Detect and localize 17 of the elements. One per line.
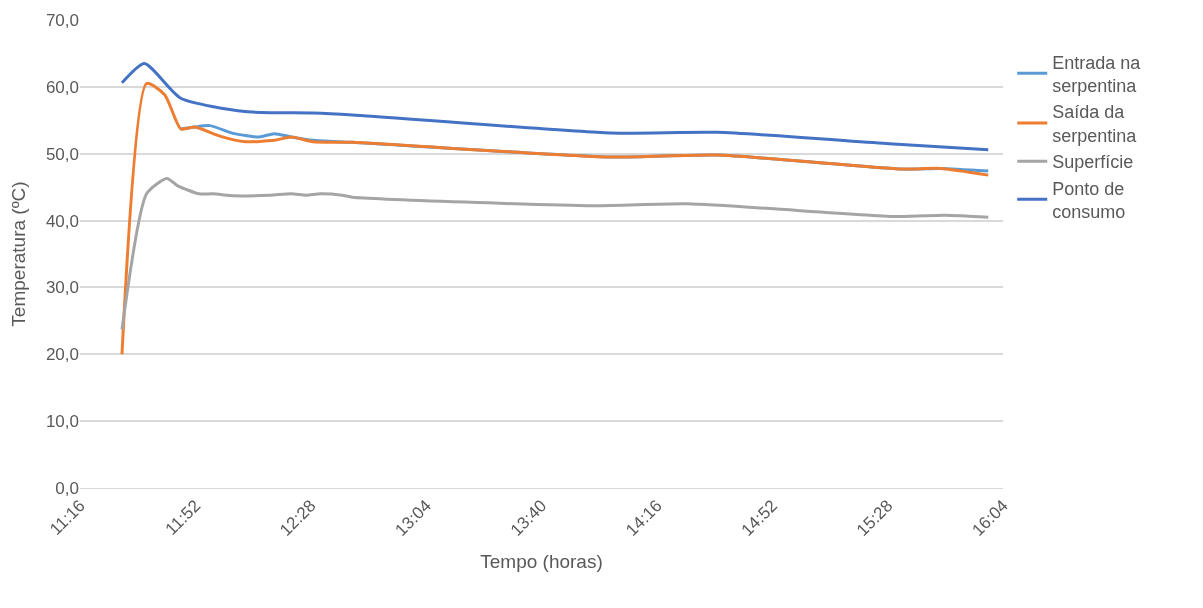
legend-label: Superfície xyxy=(1052,152,1134,173)
line-series xyxy=(120,61,990,152)
y-tick-label: 60,0 xyxy=(45,77,79,97)
legend-label: Saída da serpentina xyxy=(1052,102,1138,146)
y-tick-label: 50,0 xyxy=(45,144,79,164)
legend-label: Entrada na serpentina xyxy=(1052,52,1142,97)
line-series xyxy=(120,82,990,356)
line-series xyxy=(120,176,990,332)
x-axis-title: Tempo (horas) xyxy=(480,550,603,572)
legend-label: Ponto de consumo xyxy=(1052,178,1126,223)
y-axis-title: Temperatura (ºC) xyxy=(7,181,29,327)
y-tick-label: 40,0 xyxy=(45,211,79,231)
y-tick-label: 20,0 xyxy=(45,345,79,365)
y-tick-label: 0,0 xyxy=(55,478,79,498)
y-tick-label: 10,0 xyxy=(45,412,79,432)
y-tick-label: 70,0 xyxy=(45,10,79,30)
y-tick-label: 30,0 xyxy=(45,278,79,298)
